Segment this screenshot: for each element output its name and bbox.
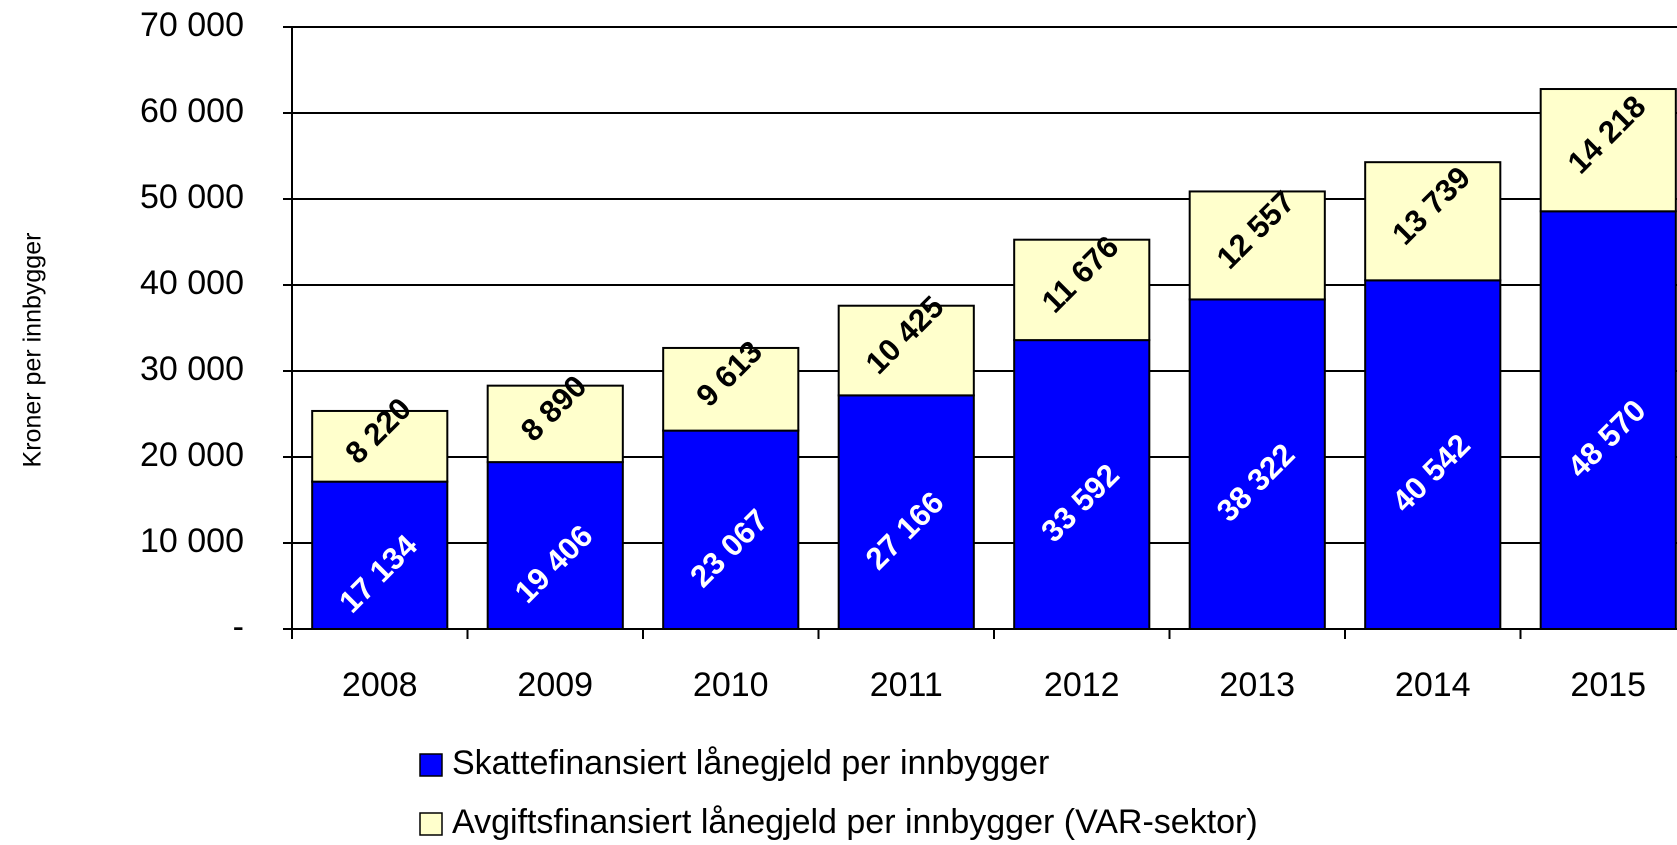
legend-label: Skattefinansiert lånegjeld per innbygger <box>452 744 1049 782</box>
legend-label: Avgiftsfinansiert lånegjeld per innbygge… <box>452 803 1258 841</box>
bar-segment <box>1188 298 1326 630</box>
legend-swatch <box>419 812 443 836</box>
bar-segment <box>662 429 800 631</box>
y-tick-label: 40 000 <box>140 264 244 302</box>
y-tick-label: 60 000 <box>140 92 244 130</box>
x-tick-label: 2014 <box>1395 666 1471 704</box>
bar-segment <box>1013 339 1151 630</box>
x-tick-label: 2009 <box>517 666 593 704</box>
x-tick-label: 2010 <box>693 666 769 704</box>
x-tick-label: 2013 <box>1219 666 1295 704</box>
y-tick-label: - <box>233 608 244 646</box>
bar-segment <box>837 304 975 397</box>
bar-segment <box>486 384 624 464</box>
y-axis-label: Kroner per innbygger <box>19 233 47 468</box>
x-tick-label: 2011 <box>870 666 943 704</box>
bar-segment <box>1013 238 1151 342</box>
bar-segment <box>1188 190 1326 301</box>
bar-segment <box>311 409 449 483</box>
bar-segment <box>1364 279 1502 630</box>
y-tick-label: 50 000 <box>140 178 244 216</box>
bar-segment <box>1364 161 1502 282</box>
x-tick-label: 2015 <box>1570 666 1646 704</box>
legend-swatch <box>419 753 443 777</box>
bar-segment <box>662 346 800 432</box>
y-tick-label: 10 000 <box>140 522 244 560</box>
y-tick-label: 70 000 <box>140 6 244 44</box>
bar-segment <box>1539 88 1677 213</box>
x-tick-label: 2008 <box>342 666 418 704</box>
bar-segment <box>837 394 975 630</box>
y-tick-label: 20 000 <box>140 436 244 474</box>
x-tick-label: 2012 <box>1044 666 1120 704</box>
y-tick-label: 30 000 <box>140 350 244 388</box>
